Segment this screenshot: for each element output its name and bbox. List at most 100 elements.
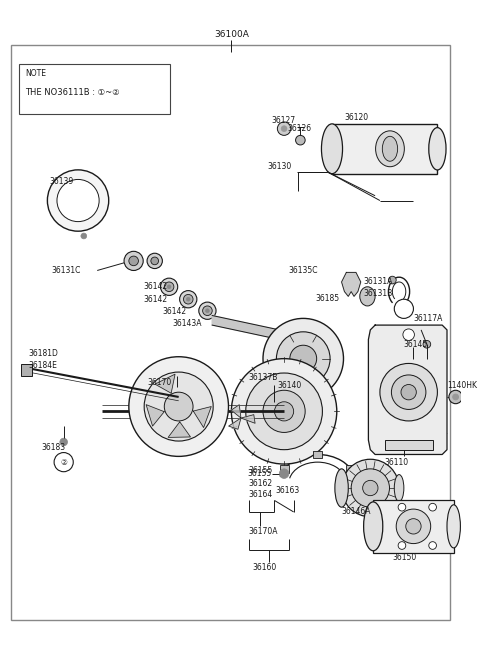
Circle shape — [403, 329, 414, 341]
Polygon shape — [212, 316, 279, 339]
Bar — [313, 451, 323, 458]
Polygon shape — [193, 407, 211, 428]
Circle shape — [57, 179, 99, 221]
Polygon shape — [146, 405, 164, 426]
Circle shape — [183, 295, 193, 304]
Ellipse shape — [429, 128, 446, 170]
Bar — [21, 364, 32, 376]
Text: 36120: 36120 — [345, 113, 369, 122]
Text: 36126: 36126 — [287, 124, 311, 133]
Circle shape — [164, 392, 193, 421]
Text: 36131C: 36131C — [51, 266, 81, 275]
Text: 36150: 36150 — [392, 553, 417, 563]
Circle shape — [363, 480, 378, 496]
Circle shape — [263, 318, 344, 399]
Text: 36142: 36142 — [143, 282, 168, 291]
Polygon shape — [228, 418, 241, 429]
Text: 36164: 36164 — [249, 490, 273, 499]
FancyBboxPatch shape — [19, 64, 170, 114]
Text: ②: ② — [60, 458, 67, 466]
Polygon shape — [369, 325, 447, 455]
Text: 36102: 36102 — [406, 394, 430, 403]
Bar — [346, 465, 356, 473]
Circle shape — [124, 252, 143, 271]
Circle shape — [406, 519, 421, 534]
Text: 36160: 36160 — [252, 563, 276, 572]
Text: ①: ① — [400, 305, 408, 313]
Text: 36183: 36183 — [42, 443, 66, 452]
Text: 36185: 36185 — [316, 294, 340, 303]
Polygon shape — [231, 405, 241, 418]
Circle shape — [144, 372, 213, 441]
Text: 36110: 36110 — [384, 458, 409, 466]
Bar — [384, 440, 432, 450]
Ellipse shape — [364, 502, 383, 551]
Circle shape — [279, 469, 289, 478]
Text: 36145: 36145 — [404, 340, 428, 348]
Circle shape — [398, 542, 406, 550]
Circle shape — [203, 306, 212, 316]
Text: 36155: 36155 — [249, 466, 273, 476]
Text: 36143A: 36143A — [172, 319, 202, 328]
Circle shape — [60, 438, 68, 446]
Text: 36170: 36170 — [147, 378, 171, 387]
Circle shape — [380, 364, 437, 421]
Text: 36162: 36162 — [249, 479, 273, 488]
Circle shape — [296, 136, 305, 145]
Polygon shape — [342, 272, 361, 296]
Circle shape — [290, 345, 317, 372]
Text: 1140HK: 1140HK — [447, 381, 477, 390]
Circle shape — [281, 126, 287, 132]
Text: THE NO36111B : ①~②: THE NO36111B : ①~② — [25, 88, 120, 97]
Ellipse shape — [335, 469, 348, 507]
Circle shape — [129, 256, 138, 266]
Circle shape — [391, 375, 426, 409]
Text: 36184E: 36184E — [28, 361, 57, 370]
Text: NOTE: NOTE — [25, 69, 47, 77]
Text: 36142: 36142 — [162, 307, 187, 316]
Circle shape — [276, 332, 330, 386]
Circle shape — [402, 347, 425, 370]
Bar — [332, 124, 437, 174]
Circle shape — [398, 503, 406, 511]
Ellipse shape — [394, 475, 404, 502]
Ellipse shape — [360, 287, 375, 306]
Circle shape — [275, 402, 294, 421]
Text: 36170A: 36170A — [249, 527, 278, 536]
Circle shape — [429, 542, 436, 550]
Circle shape — [164, 282, 174, 291]
Circle shape — [388, 276, 396, 284]
Text: 36163: 36163 — [276, 487, 300, 495]
Circle shape — [199, 302, 216, 320]
Text: 36142: 36142 — [143, 295, 168, 304]
Text: 36100A: 36100A — [214, 30, 249, 39]
Circle shape — [429, 503, 436, 511]
Text: 36127: 36127 — [272, 117, 296, 126]
Polygon shape — [241, 415, 255, 423]
Polygon shape — [155, 374, 175, 393]
Text: 36139: 36139 — [49, 177, 73, 186]
Circle shape — [401, 384, 416, 400]
Text: 36137B: 36137B — [249, 373, 278, 383]
Circle shape — [351, 469, 389, 507]
Circle shape — [449, 390, 462, 403]
Text: 36140: 36140 — [277, 381, 301, 390]
Circle shape — [167, 285, 171, 289]
Circle shape — [394, 299, 413, 318]
Circle shape — [246, 373, 323, 450]
Circle shape — [180, 291, 197, 308]
Circle shape — [423, 341, 431, 348]
Circle shape — [396, 509, 431, 544]
Circle shape — [408, 353, 419, 364]
Bar — [280, 465, 289, 473]
Text: 36146A: 36146A — [342, 508, 371, 517]
Circle shape — [453, 394, 458, 400]
Circle shape — [186, 297, 190, 301]
Circle shape — [231, 359, 337, 464]
Text: 36131B: 36131B — [364, 289, 393, 298]
Ellipse shape — [382, 136, 397, 161]
Text: 36181D: 36181D — [28, 349, 58, 358]
Ellipse shape — [447, 505, 460, 548]
Ellipse shape — [322, 124, 343, 174]
Text: 36130: 36130 — [268, 162, 292, 172]
